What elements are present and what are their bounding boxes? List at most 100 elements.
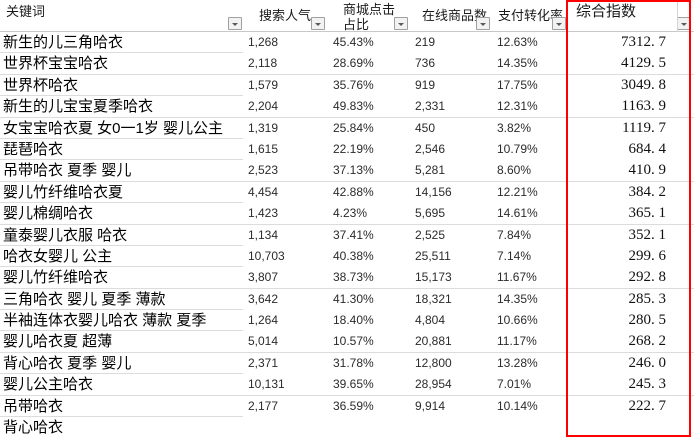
cell-online_qty[interactable]: 28,954: [410, 374, 492, 396]
cell-pay_cvr[interactable]: 14.35%: [492, 53, 568, 75]
table-row[interactable]: 世界杯宝宝哈衣 2,118 28.69% 736 14.35% 4129. 5: [0, 53, 694, 75]
cell-index[interactable]: 280. 5: [568, 310, 694, 332]
table-row[interactable]: 婴儿公主哈衣 10,131 39.65% 28,954 7.01% 245. 3: [0, 374, 694, 396]
cell-online_qty[interactable]: 919: [410, 74, 492, 96]
cell-pay_cvr[interactable]: 3.82%: [492, 117, 568, 139]
table-row[interactable]: 背心哈衣 夏季 婴儿 2,371 31.78% 12,800 13.28% 246. 0: [0, 352, 694, 375]
filter-dropdown-payment-conversion-rate[interactable]: [552, 17, 566, 30]
filter-dropdown-mall-click-share[interactable]: [394, 17, 408, 30]
table-row[interactable]: 三角哈衣 婴儿 夏季 薄款 3,642 41.30% 18,321 14.35% 285.…: [0, 288, 694, 311]
cell-search_pop[interactable]: 1,268: [243, 32, 327, 53]
cell-index[interactable]: 365. 1: [568, 203, 694, 225]
cell-index[interactable]: 246. 0: [568, 352, 694, 374]
cell-search_pop[interactable]: 1,579: [243, 74, 327, 96]
cell-index[interactable]: 410. 9: [568, 160, 694, 182]
filter-dropdown-online-product-count[interactable]: [476, 17, 490, 30]
table-row[interactable]: 新生的儿宝宝夏季哈衣 2,204 49.83% 2,331 12.31% 1163. 9: [0, 96, 694, 118]
column-header-payment-conversion-rate[interactable]: 支付转化率: [492, 0, 568, 32]
table-body[interactable]: 新生的儿三角哈衣 1,268 45.43% 219 12.63% 7312. 7 世界杯宝宝…: [0, 32, 694, 437]
cell-index[interactable]: 4129. 5: [568, 53, 694, 75]
cell-index[interactable]: 245. 3: [568, 374, 694, 396]
cell-mall_ctr[interactable]: 31.78%: [327, 352, 410, 374]
cell-pay_cvr[interactable]: 13.28%: [492, 352, 568, 374]
cell-search_pop[interactable]: 1,264: [243, 310, 327, 332]
cell-online_qty[interactable]: 18,321: [410, 288, 492, 310]
cell-online_qty[interactable]: 450: [410, 117, 492, 139]
cell-search_pop[interactable]: 2,177: [243, 395, 327, 417]
cell-keyword[interactable]: 婴儿竹纤维哈衣: [3, 269, 109, 287]
cell-mall_ctr[interactable]: 45.43%: [327, 32, 410, 53]
cell-search_pop[interactable]: 5,014: [243, 331, 327, 353]
cell-index[interactable]: [568, 417, 694, 437]
cell-keyword[interactable]: 新生的儿三角哈衣: [3, 34, 124, 51]
cell-keyword[interactable]: 婴儿哈衣夏 超薄: [3, 333, 113, 351]
cell-keyword[interactable]: 琵琶哈衣: [3, 140, 64, 158]
cell-index[interactable]: 684. 4: [568, 138, 694, 160]
column-header-keyword[interactable]: 关键词: [0, 0, 243, 32]
cell-search_pop[interactable]: [243, 417, 327, 437]
table-row[interactable]: 童泰婴儿衣服 哈衣 1,134 37.41% 2,525 7.84% 352. 1: [0, 224, 694, 246]
cell-index[interactable]: 1163. 9: [568, 96, 694, 118]
cell-search_pop[interactable]: 10,703: [243, 245, 327, 267]
cell-keyword[interactable]: 吊带哈衣: [3, 397, 64, 415]
cell-online_qty[interactable]: 4,804: [410, 310, 492, 332]
cell-pay_cvr[interactable]: 7.14%: [492, 245, 568, 267]
cell-mall_ctr[interactable]: 40.38%: [327, 245, 410, 267]
cell-keyword[interactable]: 世界杯哈衣: [3, 76, 79, 94]
cell-search_pop[interactable]: 4,454: [243, 181, 327, 203]
table-row[interactable]: 吊带哈衣 夏季 婴儿 2,523 37.13% 5,281 8.60% 410. 9: [0, 160, 694, 182]
cell-search_pop[interactable]: 1,615: [243, 138, 327, 160]
cell-online_qty[interactable]: 736: [410, 53, 492, 75]
cell-mall_ctr[interactable]: 42.88%: [327, 181, 410, 203]
cell-search_pop[interactable]: 1,134: [243, 224, 327, 246]
cell-pay_cvr[interactable]: 17.75%: [492, 74, 568, 96]
column-header-mall-click-share[interactable]: 商城点击占比: [327, 0, 410, 32]
table-row[interactable]: 女宝宝哈衣夏 女0一1岁 婴儿公主 1,319 25.84% 450 3.82% 1119…: [0, 117, 694, 139]
cell-mall_ctr[interactable]: 35.76%: [327, 74, 410, 96]
cell-mall_ctr[interactable]: 25.84%: [327, 117, 410, 139]
cell-pay_cvr[interactable]: 7.84%: [492, 224, 568, 246]
filter-dropdown-keyword[interactable]: [228, 17, 242, 30]
table-row[interactable]: 半袖连体衣婴儿哈衣 薄款 夏季 1,264 18.40% 4,804 10.66% 280…: [0, 310, 694, 332]
cell-search_pop[interactable]: 1,423: [243, 203, 327, 225]
cell-mall_ctr[interactable]: 37.13%: [327, 160, 410, 182]
table-row[interactable]: 琵琶哈衣 1,615 22.19% 2,546 10.79% 684. 4: [0, 138, 694, 161]
cell-online_qty[interactable]: 5,695: [410, 203, 492, 225]
cell-pay_cvr[interactable]: [492, 417, 568, 437]
cell-keyword[interactable]: 婴儿竹纤维哈衣夏: [3, 183, 124, 201]
cell-pay_cvr[interactable]: 11.67%: [492, 267, 568, 289]
cell-mall_ctr[interactable]: 18.40%: [327, 310, 410, 332]
cell-mall_ctr[interactable]: 36.59%: [327, 395, 410, 417]
cell-online_qty[interactable]: 5,281: [410, 160, 492, 182]
cell-mall_ctr[interactable]: 10.57%: [327, 331, 410, 353]
cell-pay_cvr[interactable]: 8.60%: [492, 160, 568, 182]
cell-mall_ctr[interactable]: 49.83%: [327, 96, 410, 118]
cell-index[interactable]: 3049. 8: [568, 74, 694, 96]
cell-pay_cvr[interactable]: 14.35%: [492, 288, 568, 310]
cell-pay_cvr[interactable]: 12.21%: [492, 181, 568, 203]
cell-pay_cvr[interactable]: 12.63%: [492, 32, 568, 53]
cell-search_pop[interactable]: 3,642: [243, 288, 327, 310]
cell-online_qty[interactable]: 2,331: [410, 96, 492, 118]
cell-keyword[interactable]: 世界杯宝宝哈衣: [3, 55, 109, 73]
table-row[interactable]: 背心哈衣: [0, 417, 694, 437]
cell-pay_cvr[interactable]: 12.31%: [492, 96, 568, 118]
table-row[interactable]: 婴儿竹纤维哈衣 3,807 38.73% 15,173 11.67% 292. 8: [0, 267, 694, 289]
cell-search_pop[interactable]: 1,319: [243, 117, 327, 139]
cell-index[interactable]: 285. 3: [568, 288, 694, 310]
cell-mall_ctr[interactable]: 28.69%: [327, 53, 410, 75]
filter-dropdown-search-popularity[interactable]: [311, 17, 325, 30]
cell-keyword[interactable]: 哈衣女婴儿 公主: [3, 247, 113, 265]
cell-mall_ctr[interactable]: [327, 417, 410, 437]
cell-keyword[interactable]: 童泰婴儿衣服 哈衣: [3, 226, 128, 244]
cell-mall_ctr[interactable]: 4.23%: [327, 203, 410, 225]
cell-mall_ctr[interactable]: 37.41%: [327, 224, 410, 246]
cell-index[interactable]: 7312. 7: [568, 32, 694, 53]
cell-keyword[interactable]: 女宝宝哈衣夏 女0一1岁 婴儿公主: [3, 119, 224, 137]
cell-online_qty[interactable]: 219: [410, 32, 492, 53]
cell-pay_cvr[interactable]: 14.61%: [492, 203, 568, 225]
table-row[interactable]: 婴儿竹纤维哈衣夏 4,454 42.88% 14,156 12.21% 384. 2: [0, 181, 694, 204]
cell-keyword[interactable]: 背心哈衣: [3, 419, 64, 437]
cell-online_qty[interactable]: 2,546: [410, 138, 492, 160]
cell-search_pop[interactable]: 10,131: [243, 374, 327, 396]
